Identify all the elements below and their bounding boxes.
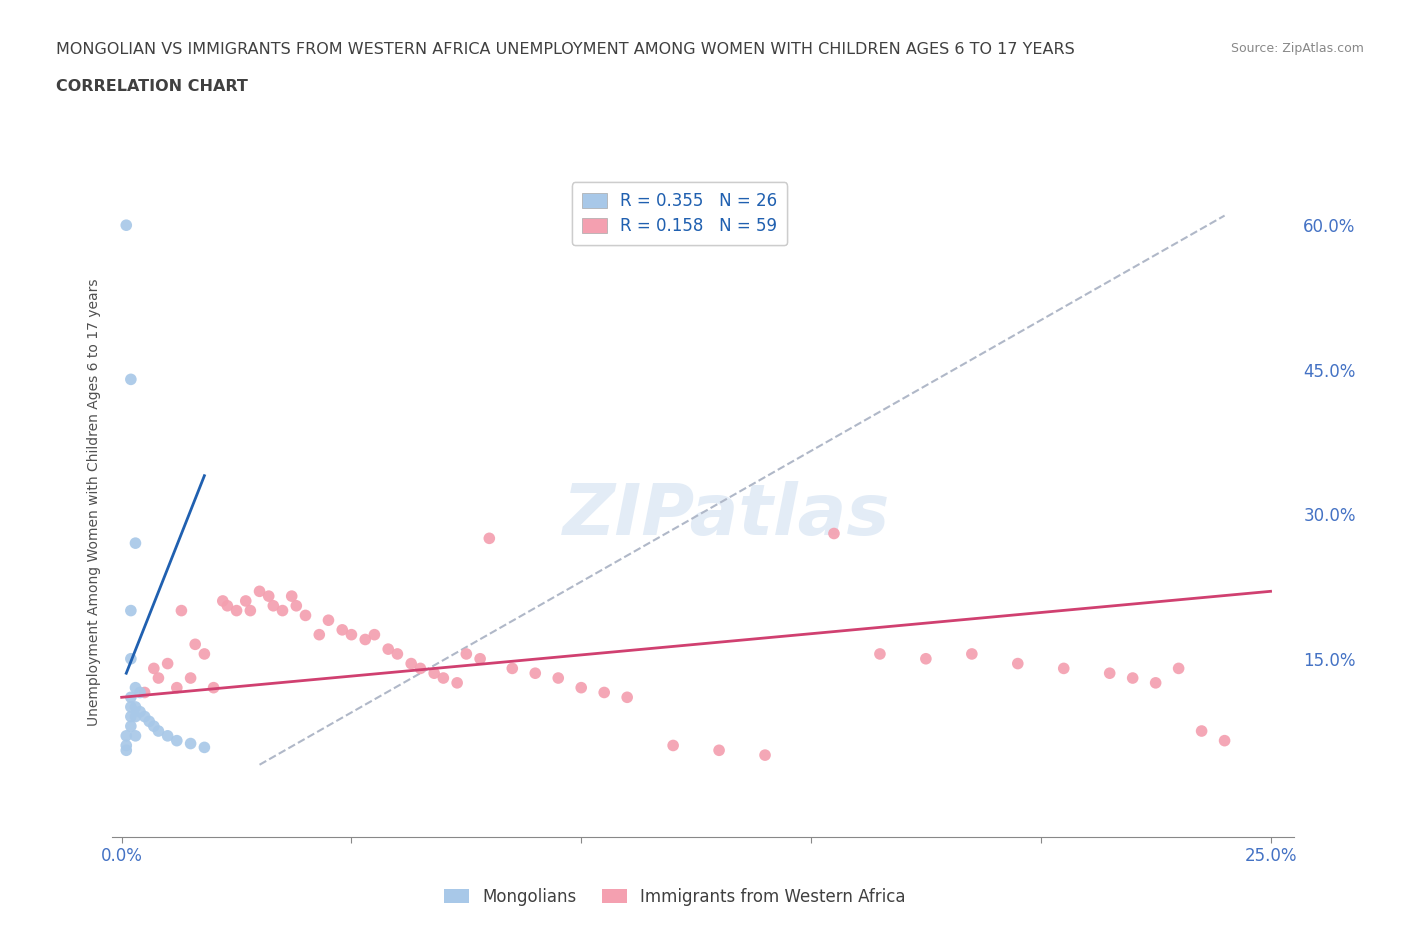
Point: [193, 740, 215, 755]
Point: [124, 680, 146, 695]
Point: [129, 704, 152, 719]
Point: [115, 743, 138, 758]
Point: [211, 593, 233, 608]
Point: [124, 536, 146, 551]
Point: [823, 526, 845, 541]
Text: Source: ZipAtlas.com: Source: ZipAtlas.com: [1230, 42, 1364, 55]
Point: [124, 699, 146, 714]
Point: [115, 218, 138, 232]
Point: [1007, 657, 1029, 671]
Text: ZIPatlas: ZIPatlas: [562, 481, 890, 550]
Point: [478, 531, 501, 546]
Point: [456, 646, 478, 661]
Point: [1053, 661, 1076, 676]
Point: [308, 627, 330, 642]
Point: [1191, 724, 1213, 738]
Point: [915, 651, 938, 666]
Point: [156, 657, 179, 671]
Point: [569, 680, 592, 695]
Point: [148, 724, 170, 738]
Point: [446, 675, 468, 690]
Point: [869, 646, 891, 661]
Legend: R = 0.355   N = 26, R = 0.158   N = 59: R = 0.355 N = 26, R = 0.158 N = 59: [572, 182, 787, 246]
Y-axis label: Unemployment Among Women with Children Ages 6 to 17 years: Unemployment Among Women with Children A…: [87, 278, 101, 726]
Point: [134, 710, 156, 724]
Point: [120, 690, 142, 705]
Point: [1122, 671, 1144, 685]
Point: [399, 657, 422, 671]
Point: [262, 598, 284, 613]
Point: [134, 685, 156, 700]
Point: [142, 719, 165, 734]
Point: [377, 642, 399, 657]
Point: [124, 728, 146, 743]
Point: [120, 719, 142, 734]
Point: [156, 728, 179, 743]
Point: [1213, 733, 1236, 748]
Point: [1098, 666, 1121, 681]
Point: [318, 613, 340, 628]
Point: [707, 743, 730, 758]
Point: [754, 748, 776, 763]
Point: [138, 714, 160, 729]
Point: [409, 661, 432, 676]
Point: [547, 671, 569, 685]
Point: [257, 589, 280, 604]
Point: [120, 372, 142, 387]
Point: [184, 637, 207, 652]
Point: [432, 671, 454, 685]
Point: [120, 604, 142, 618]
Point: [180, 737, 202, 751]
Point: [166, 733, 188, 748]
Point: [217, 598, 239, 613]
Point: [249, 584, 271, 599]
Point: [115, 728, 138, 743]
Point: [148, 671, 170, 685]
Point: [235, 593, 257, 608]
Text: CORRELATION CHART: CORRELATION CHART: [56, 79, 247, 94]
Point: [166, 680, 188, 695]
Text: MONGOLIAN VS IMMIGRANTS FROM WESTERN AFRICA UNEMPLOYMENT AMONG WOMEN WITH CHILDR: MONGOLIAN VS IMMIGRANTS FROM WESTERN AFR…: [56, 42, 1076, 57]
Point: [593, 685, 616, 700]
Point: [193, 646, 215, 661]
Point: [120, 699, 142, 714]
Point: [363, 627, 385, 642]
Legend: Mongolians, Immigrants from Western Africa: Mongolians, Immigrants from Western Afri…: [437, 881, 912, 912]
Point: [115, 738, 138, 753]
Point: [294, 608, 316, 623]
Point: [142, 661, 165, 676]
Point: [960, 646, 983, 661]
Point: [1167, 661, 1189, 676]
Point: [387, 646, 409, 661]
Point: [354, 632, 377, 647]
Point: [225, 604, 247, 618]
Point: [129, 685, 152, 700]
Point: [501, 661, 523, 676]
Point: [120, 651, 142, 666]
Point: [120, 710, 142, 724]
Point: [616, 690, 638, 705]
Point: [124, 710, 146, 724]
Point: [468, 651, 491, 666]
Point: [423, 666, 446, 681]
Point: [170, 604, 193, 618]
Point: [180, 671, 202, 685]
Point: [239, 604, 262, 618]
Point: [330, 622, 353, 637]
Point: [340, 627, 363, 642]
Point: [524, 666, 547, 681]
Point: [280, 589, 302, 604]
Point: [202, 680, 225, 695]
Point: [1144, 675, 1167, 690]
Point: [662, 738, 685, 753]
Point: [271, 604, 294, 618]
Point: [285, 598, 308, 613]
